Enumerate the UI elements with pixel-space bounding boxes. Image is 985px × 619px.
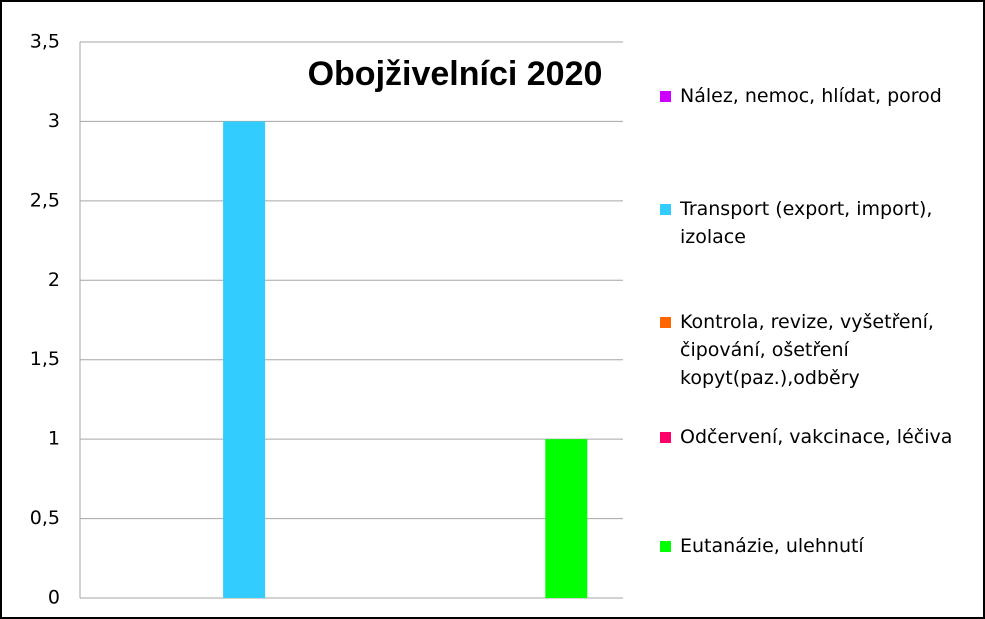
legend-item: Kontrola, revize, vyšetření, čipování, o… bbox=[660, 308, 975, 392]
y-tick-label: 1 bbox=[48, 428, 60, 450]
y-tick-label: 0 bbox=[48, 587, 60, 609]
legend-item: Odčervení, vakcinace, léčiva bbox=[660, 423, 975, 451]
y-tick-label: 2,5 bbox=[30, 189, 60, 211]
legend-item: Nález, nemoc, hlídat, porod bbox=[660, 82, 975, 110]
legend-label: Nález, nemoc, hlídat, porod bbox=[680, 85, 942, 107]
legend-swatch bbox=[660, 204, 671, 215]
legend-swatch bbox=[660, 432, 671, 443]
y-tick-label: 3,5 bbox=[30, 31, 60, 53]
legend-swatch bbox=[660, 317, 671, 328]
legend-swatch bbox=[660, 541, 671, 552]
legend-label: Eutanázie, ulehnutí bbox=[680, 535, 864, 557]
y-tick-label: 2 bbox=[48, 269, 60, 291]
legend-label: Transport (export, import), izolace bbox=[680, 198, 933, 248]
bar bbox=[545, 439, 588, 598]
y-tick-label: 0,5 bbox=[30, 507, 60, 529]
y-tick-label: 1,5 bbox=[30, 348, 60, 370]
legend-item: Eutanázie, ulehnutí bbox=[660, 532, 975, 560]
legend-swatch bbox=[660, 91, 671, 102]
chart-title: Obojživelníci 2020 bbox=[308, 55, 603, 93]
legend-label: Odčervení, vakcinace, léčiva bbox=[680, 426, 953, 448]
bar bbox=[223, 121, 266, 598]
legend-item: Transport (export, import), izolace bbox=[660, 195, 975, 251]
y-tick-label: 3 bbox=[48, 110, 60, 132]
legend-label: Kontrola, revize, vyšetření, čipování, o… bbox=[680, 311, 934, 389]
